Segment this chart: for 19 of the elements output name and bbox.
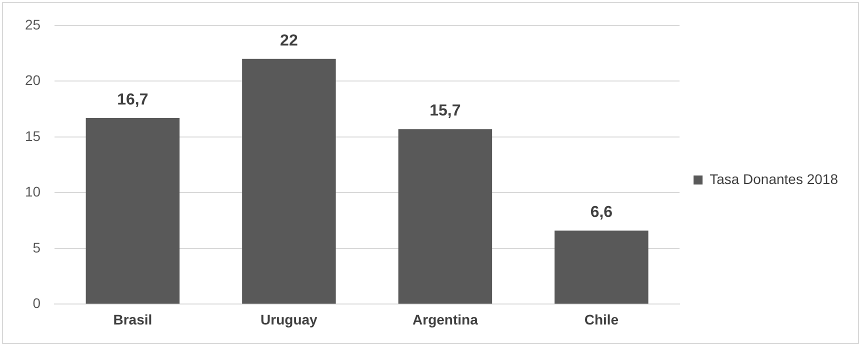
y-tick-label: 5 <box>32 239 41 256</box>
legend-label: Tasa Donantes 2018 <box>710 170 838 187</box>
x-tick-label: Uruguay <box>260 311 318 328</box>
data-label: 22 <box>280 32 298 50</box>
data-label: 15,7 <box>430 102 461 120</box>
x-tick-label: Brasil <box>113 311 152 328</box>
y-tick-label: 15 <box>24 128 41 144</box>
data-label: 16,7 <box>117 91 148 108</box>
y-tick-label: 20 <box>24 72 41 88</box>
bar <box>242 58 336 304</box>
y-tick-label: 10 <box>24 184 41 200</box>
x-tick-label: Chile <box>584 311 619 328</box>
x-tick-label: Argentina <box>412 311 478 328</box>
data-label: 6,6 <box>590 204 613 222</box>
y-tick-label: 0 <box>32 295 41 312</box>
bar <box>554 230 648 304</box>
bar <box>398 129 492 304</box>
bar <box>86 118 180 304</box>
y-tick-label: 25 <box>24 16 41 32</box>
